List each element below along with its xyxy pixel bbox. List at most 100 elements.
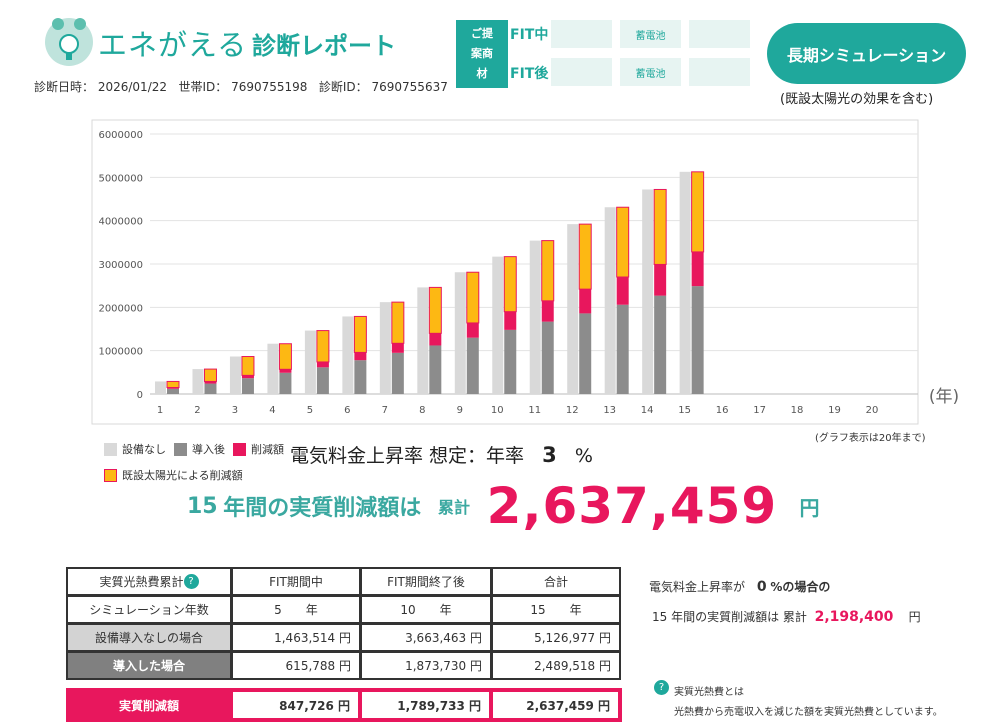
x-tick-label: 9	[457, 405, 463, 416]
diagnosis-label: 診断ID：	[318, 80, 368, 94]
legend-swatch	[233, 442, 246, 456]
table-header: FIT期間中	[231, 567, 361, 596]
x-tick-label: 6	[344, 405, 350, 416]
bar-segment	[579, 313, 592, 394]
x-tick-label: 17	[753, 405, 766, 416]
proposal-row-name: FIT中	[510, 27, 549, 43]
help-icon[interactable]: ?	[183, 574, 199, 589]
bar-segment	[429, 345, 442, 394]
alt-rate: 0	[756, 579, 767, 595]
bar	[604, 207, 616, 394]
legend-item: 導入後	[174, 441, 225, 457]
legend-swatch	[104, 442, 117, 456]
legend-item: 削減額	[233, 441, 284, 457]
bar-segment	[428, 286, 442, 334]
bar-segment	[541, 321, 554, 394]
bar-segment	[466, 271, 480, 324]
x-tick-label: 3	[232, 405, 238, 416]
bar	[679, 171, 691, 394]
row-label: 設備導入なしの場合	[66, 623, 232, 652]
bar-segment	[316, 361, 329, 368]
bar-segment	[541, 300, 554, 322]
x-tick-label: 14	[641, 405, 654, 416]
bar-segment	[466, 337, 479, 394]
meta: 診断日時： 2026/01/22 世帯ID： 7690755198 診断ID： …	[34, 78, 448, 95]
bar-segment	[616, 304, 629, 394]
chart: (年) 0 1000000 2000000 3000000 4000000 5000000…	[91, 119, 959, 425]
note-title: 実質光熱費とは	[674, 687, 744, 698]
logo-text: エネがえる	[98, 28, 248, 62]
bar-segment	[241, 356, 255, 376]
bar	[304, 330, 316, 394]
table-cell: 3,663,463 円	[360, 623, 492, 652]
alt-text: 年間の実質削減額は 累計	[671, 610, 807, 624]
y-tick-label: 2000000	[98, 303, 143, 314]
bar	[342, 316, 354, 394]
y-tick-label: 3000000	[98, 260, 143, 271]
headline-text: 年間の実質削減額は	[223, 496, 422, 521]
table-cell: 5 年	[231, 595, 361, 624]
table-cell: 1,463,514 円	[231, 623, 361, 652]
date-label: 診断日時：	[34, 80, 95, 94]
x-tick-label: 15	[678, 405, 691, 416]
proposal-label: ご提案商材	[456, 20, 508, 88]
bar-segment	[503, 256, 517, 313]
legend-label: 導入後	[192, 443, 225, 456]
x-tick-label: 20	[866, 405, 879, 416]
rate-value: 3	[542, 443, 557, 467]
bar-segment	[391, 301, 405, 344]
bar-segment	[167, 388, 179, 394]
proposal-item: 蓄電池	[620, 20, 681, 48]
bar-segment	[204, 383, 217, 394]
x-tick-label: 5	[307, 405, 313, 416]
bar-segment	[578, 223, 592, 290]
x-tick-label: 2	[194, 405, 200, 416]
bar	[529, 240, 541, 394]
bar-segment	[653, 188, 667, 265]
bar-segment	[354, 360, 367, 394]
x-tick-label: 16	[716, 405, 729, 416]
legend-swatch	[104, 468, 117, 482]
bar-segment	[316, 330, 330, 363]
alt-prefix: 電気料金上昇率が	[649, 580, 746, 594]
legend-swatch	[174, 442, 187, 456]
chart-note: (グラフ表示は20年まで)	[815, 433, 926, 444]
rate: 電気料金上昇率 想定：年率 3 %	[290, 441, 593, 468]
report-title: 診断レポート	[252, 32, 396, 60]
x-tick-label: 7	[382, 405, 388, 416]
alt-line: 15 年間の実質削減額は 累計 2,198,400 円	[652, 608, 921, 625]
rate-label: 電気料金上昇率 想定：年率	[290, 445, 525, 467]
y-tick-label: 5000000	[98, 173, 143, 184]
bar-segment	[166, 380, 180, 388]
bar-segment	[391, 352, 404, 394]
bar-segment	[167, 387, 179, 389]
table-cell: 10 年	[360, 595, 492, 624]
alt-line: 電気料金上昇率が 0 %の場合の	[649, 578, 830, 595]
total-cell: 1,789,733 円	[362, 692, 489, 718]
proposal-row-name: FIT後	[510, 66, 549, 82]
bar-segment	[691, 251, 704, 287]
long-term-button[interactable]: 長期シミュレーション	[767, 23, 966, 84]
bar	[642, 189, 654, 394]
x-tick-label: 8	[419, 405, 425, 416]
x-tick-label: 4	[269, 405, 275, 416]
y-tick-label: 1000000	[98, 347, 143, 358]
table-cell: 1,873,730 円	[360, 651, 492, 680]
bar	[267, 343, 279, 394]
bar-segment	[504, 311, 517, 330]
bar-segment	[654, 264, 667, 296]
row-label: シミュレーション年数	[66, 595, 232, 624]
proposal-item: 蓄電池	[620, 58, 681, 86]
table-header: 実質光熱費累計?	[66, 567, 232, 596]
headline-unit: 円	[799, 495, 820, 520]
bar-segment	[203, 368, 217, 382]
legend-label: 既設太陽光による削減額	[122, 469, 243, 482]
proposal-cell	[551, 20, 612, 48]
headline-amount: 2,637,459	[486, 477, 778, 535]
total-label: 実質削減額	[70, 692, 228, 718]
table-header: FIT期間終了後	[360, 567, 492, 596]
x-tick-label: 13	[603, 405, 616, 416]
bar-segment	[466, 322, 479, 338]
note-text: 光熱費から売電収入を減じた額を実質光熱費としています。	[674, 707, 943, 718]
